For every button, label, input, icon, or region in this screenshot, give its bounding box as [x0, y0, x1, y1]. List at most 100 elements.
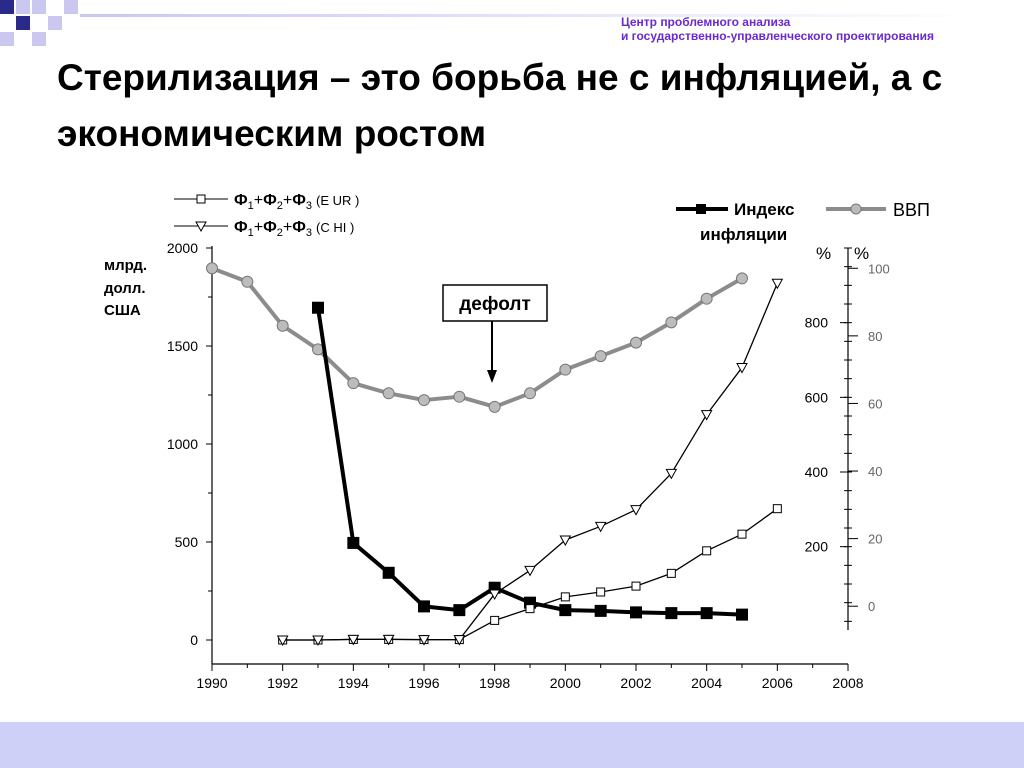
series-gdp-point — [241, 275, 254, 288]
deco-square — [0, 0, 14, 14]
x-axis-tick-label: 2006 — [762, 675, 793, 691]
bottom-band — [0, 722, 1024, 768]
legend-chi-marker — [195, 221, 207, 233]
series-eur-point — [772, 504, 782, 514]
legend-gdp-marker — [850, 203, 862, 215]
series-chi-point — [488, 589, 501, 600]
slide-title: Стерилизация – это борьба не с инфляцией… — [57, 57, 943, 154]
deco-square — [48, 16, 62, 30]
legend-chi-sub1: 1 — [248, 227, 254, 239]
series-gdp-point — [347, 377, 360, 390]
series-inflation-point — [736, 608, 748, 621]
right-axis-1-tick-label: 400 — [805, 464, 829, 480]
series-gdp-point — [418, 394, 430, 407]
legend-eur-marker — [196, 194, 206, 204]
series-chi-point — [382, 634, 395, 646]
series-eur-point — [666, 568, 676, 578]
series-chi-point — [276, 635, 289, 647]
header-line — [80, 14, 980, 17]
x-axis-tick-label: 2004 — [691, 675, 722, 691]
series-chi-point — [418, 635, 430, 646]
right-axis-2-tick-label: 60 — [868, 396, 882, 411]
series-inflation-point — [630, 606, 642, 619]
left-axis-label-line: долл. — [104, 280, 146, 297]
series-chi-point — [665, 468, 678, 480]
series-gdp-point — [736, 272, 748, 285]
x-axis-tick-label: 1998 — [479, 675, 510, 691]
series-gdp-point — [630, 336, 642, 349]
deco-square — [16, 16, 30, 30]
right-axis-1-tick-label: 800 — [805, 315, 829, 331]
legend-inflation-marker — [696, 204, 706, 214]
legend-chi-label: (C HI ) — [316, 220, 354, 235]
left-axis-label: млрд. долл. США — [104, 257, 147, 319]
right-axis-2-tick-label: 100 — [868, 261, 890, 276]
right-axis-2-tick-label: 40 — [868, 464, 882, 479]
right-axis-unit-1: % — [816, 244, 831, 263]
series-chi-point — [736, 363, 748, 374]
svg-text:Ф1+Ф2+Ф3(C HI ): Ф1+Ф2+Ф3 (C HI ) — [234, 219, 354, 239]
series-eur-point — [596, 587, 606, 597]
organization-line-1: Центр проблемного анализа — [620, 15, 791, 29]
deco-square — [64, 0, 78, 14]
series-chi-point — [771, 278, 784, 290]
deco-square — [32, 0, 46, 14]
series-gdp-point — [488, 400, 501, 413]
series-gdp-point — [700, 292, 713, 305]
legend-chi-sub3: 3 — [306, 227, 312, 239]
x-axis-tick-label: 1992 — [267, 675, 298, 691]
legend-eur-sub3: 3 — [306, 200, 312, 212]
series-chi-point — [700, 410, 713, 421]
series-inflation-point — [347, 536, 360, 549]
series-chi-point — [312, 635, 324, 647]
series-inflation-point — [453, 604, 466, 617]
left-axis-label-line: США — [104, 302, 141, 319]
default-annotation: дефолт — [442, 284, 548, 383]
series-gdp-point — [206, 262, 218, 275]
right-axis-1-tick-label: 200 — [805, 539, 829, 555]
x-axis-tick-label: 2000 — [550, 675, 581, 691]
series-gdp-point — [559, 363, 572, 376]
series-chi-line — [282, 283, 778, 641]
series-eur-point — [631, 581, 641, 591]
left-axis-tick-label: 0 — [190, 632, 198, 648]
series-chi-point — [559, 535, 572, 547]
legend-chi-sub2: 2 — [277, 227, 283, 239]
svg-text:Ф1+Ф2+Ф3(E UR ): Ф1+Ф2+Ф3 (E UR ) — [234, 192, 359, 212]
annotation-text: дефолт — [459, 294, 531, 315]
legend-eur-sub2: 2 — [277, 200, 283, 212]
x-axis-tick-label: 2002 — [620, 675, 651, 691]
series-gdp-point — [524, 387, 536, 400]
legend-inflation-label-1: Индекс — [734, 200, 794, 219]
series-inflation-point — [665, 607, 678, 620]
series-inflation-point — [594, 604, 607, 617]
series-inflation-point — [559, 604, 572, 617]
deco-square — [32, 32, 46, 46]
x-axis-tick-label: 2008 — [832, 675, 863, 691]
series-gdp-point — [382, 387, 395, 400]
series-eur-point — [737, 529, 747, 539]
series-chi-point — [594, 521, 607, 533]
left-axis-tick-label: 1500 — [167, 338, 198, 354]
x-axis-tick-label: 1994 — [338, 675, 369, 691]
right-axis-2-tick-label: 20 — [868, 532, 882, 547]
legend-inflation-label-2: инфляции — [700, 225, 787, 244]
right-axis-2-tick-label: 80 — [868, 329, 882, 344]
organization-line-2: и государственно-управленческого проекти… — [620, 29, 934, 43]
series-chi-point — [347, 634, 360, 646]
left-axis-label-line: млрд. — [104, 257, 147, 274]
legend-chi-f1: Ф — [234, 219, 248, 236]
series-eur-point — [490, 615, 500, 625]
legend-eur: Ф1+Ф2+Ф3 (E UR ) — [174, 192, 359, 212]
series-gdp-point — [594, 350, 607, 363]
series-chi-point — [453, 635, 466, 646]
series-gdp-point — [453, 390, 466, 403]
right-axis-2-tick-label: 0 — [868, 599, 875, 614]
legend-eur-label: (E UR ) — [316, 193, 359, 208]
series-gdp-line — [211, 266, 743, 409]
organization-name: Центр проблемного анализа и государствен… — [621, 15, 934, 43]
annotation-box — [442, 284, 548, 322]
deco-square — [16, 0, 30, 14]
series-inflation-point — [382, 566, 395, 579]
